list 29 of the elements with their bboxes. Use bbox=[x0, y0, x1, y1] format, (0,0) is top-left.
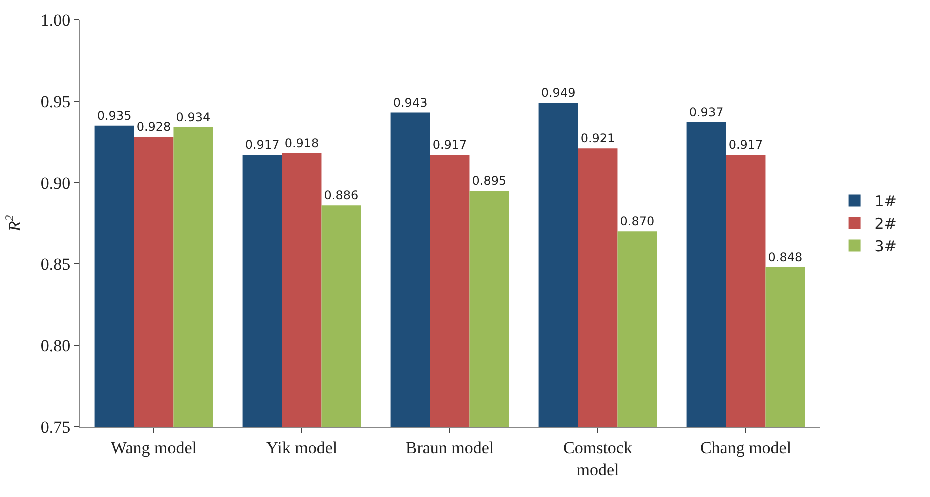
data-label: 0.917 bbox=[728, 138, 764, 152]
data-label: 0.943 bbox=[393, 96, 428, 110]
data-label: 0.935 bbox=[97, 108, 132, 123]
legend-label: 2# bbox=[874, 215, 897, 234]
data-label: 0.921 bbox=[580, 132, 616, 146]
y-tick-label: 0.85 bbox=[40, 255, 71, 274]
data-label: 0.886 bbox=[324, 188, 359, 203]
legend-label: 3# bbox=[874, 238, 897, 256]
data-label: 0.848 bbox=[768, 250, 803, 264]
x-tick-label: Comstock model bbox=[564, 438, 633, 480]
data-label: 0.917 bbox=[245, 138, 280, 152]
y-tick-label: 0.95 bbox=[40, 92, 71, 112]
y-tick-label: 0.75 bbox=[40, 418, 71, 437]
data-label: 0.937 bbox=[689, 106, 724, 120]
data-label: 0.949 bbox=[541, 86, 576, 100]
x-tick-label: Chang model bbox=[700, 438, 792, 458]
data-label: 0.870 bbox=[620, 214, 655, 229]
y-tick-label: 1.00 bbox=[40, 10, 71, 30]
data-label: 0.917 bbox=[432, 138, 468, 152]
x-tick-label: Yik model bbox=[266, 438, 338, 458]
data-label: 0.934 bbox=[176, 110, 211, 124]
x-tick-label: Braun model bbox=[406, 438, 494, 458]
legend-label: 1# bbox=[874, 192, 897, 211]
x-tick-label: Wang model bbox=[111, 438, 198, 458]
data-label: 0.918 bbox=[284, 136, 320, 150]
data-label: 0.895 bbox=[472, 174, 507, 188]
y-tick-label: 0.80 bbox=[40, 336, 71, 356]
data-label: 0.928 bbox=[136, 120, 172, 134]
y-tick-label: 0.90 bbox=[40, 174, 71, 193]
